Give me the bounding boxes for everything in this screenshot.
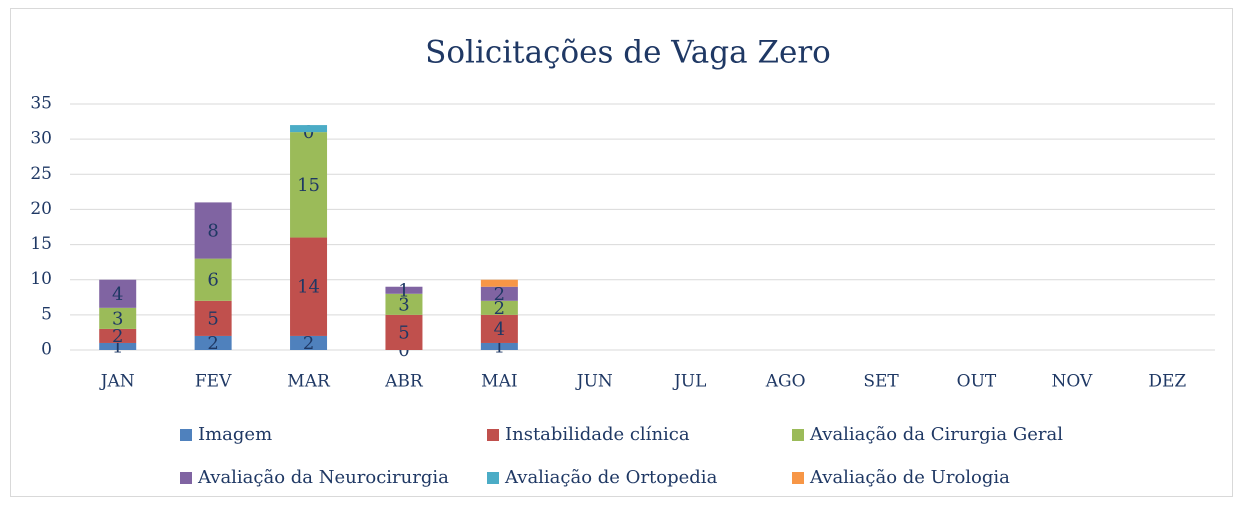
data-label: 2 <box>207 333 218 354</box>
data-label: 8 <box>207 221 218 242</box>
bar-segment <box>480 342 518 350</box>
data-label: 2 <box>112 326 123 347</box>
y-tick-label: 20 <box>30 199 52 219</box>
bar-segment <box>480 314 518 343</box>
y-tick-label: 30 <box>30 129 52 149</box>
data-label: 15 <box>297 175 320 196</box>
data-label: 1 <box>112 336 123 357</box>
bar-segment <box>194 202 232 259</box>
legend-swatch <box>487 429 499 441</box>
legend-label: Avaliação da Cirurgia Geral <box>809 424 1063 445</box>
bar-segment <box>99 279 137 308</box>
legend-swatch <box>180 472 192 484</box>
x-tick-label: FEV <box>195 372 232 392</box>
bar-segment <box>99 342 137 350</box>
bar-segment <box>385 286 423 294</box>
x-tick-label: MAI <box>481 372 517 392</box>
bar-segment <box>194 258 232 301</box>
bar-segment <box>480 279 518 287</box>
data-label: 1 <box>494 336 505 357</box>
y-tick-label: 25 <box>30 164 52 184</box>
x-tick-label: ABR <box>384 372 424 392</box>
data-label: 5 <box>398 322 409 343</box>
legend-label: Avaliação de Urologia <box>809 467 1010 488</box>
x-tick-label: OUT <box>957 372 997 392</box>
x-tick-label: DEZ <box>1148 372 1186 392</box>
legend-swatch <box>792 429 804 441</box>
data-label: 6 <box>207 270 218 291</box>
data-label: 0 <box>398 340 409 361</box>
data-label: 14 <box>297 277 320 298</box>
legend-label: Avaliação da Neurocirurgia <box>197 467 449 488</box>
y-tick-label: 10 <box>30 269 52 289</box>
data-label: 4 <box>112 284 123 305</box>
legend-label: Instabilidade clínica <box>505 424 690 445</box>
bar-segment <box>99 307 137 329</box>
legend-label: Avaliação de Ortopedia <box>504 467 718 488</box>
legend-swatch <box>792 472 804 484</box>
bar-segment <box>194 300 232 336</box>
data-label: 2 <box>494 284 505 305</box>
x-tick-label: AGO <box>765 372 806 392</box>
y-tick-label: 5 <box>41 304 52 324</box>
y-tick-label: 15 <box>30 234 52 254</box>
x-tick-label: MAR <box>287 372 331 392</box>
bar-segment <box>480 286 518 301</box>
legend-swatch <box>487 472 499 484</box>
bar-segment <box>194 335 232 350</box>
data-label: 2 <box>303 333 314 354</box>
x-tick-label: SET <box>863 372 899 392</box>
x-tick-label: JUN <box>575 372 613 392</box>
y-tick-label: 0 <box>41 340 52 360</box>
data-label: 0 <box>303 122 314 143</box>
x-tick-label: JAN <box>99 372 135 392</box>
bar-segment <box>385 314 423 350</box>
data-label: 3 <box>112 308 123 329</box>
bar-segment <box>385 293 423 315</box>
x-tick-label: NOV <box>1051 372 1093 392</box>
legend-swatch <box>180 429 192 441</box>
bar-segment <box>99 328 137 343</box>
bar-segment <box>290 125 328 133</box>
data-label: 2 <box>494 298 505 319</box>
x-tick-label: JUL <box>672 372 706 392</box>
data-label: 5 <box>207 308 218 329</box>
legend-label: Imagem <box>198 424 272 445</box>
chart-title: Solicitações de Vaga Zero <box>425 35 831 71</box>
data-label: 4 <box>494 319 505 340</box>
bar-segment <box>290 335 328 350</box>
y-tick-label: 35 <box>30 94 52 114</box>
bar-segment <box>290 132 328 238</box>
bar-segment <box>480 300 518 315</box>
bar-segment <box>290 237 328 336</box>
data-label: 3 <box>398 294 409 315</box>
data-label: 1 <box>398 280 409 301</box>
